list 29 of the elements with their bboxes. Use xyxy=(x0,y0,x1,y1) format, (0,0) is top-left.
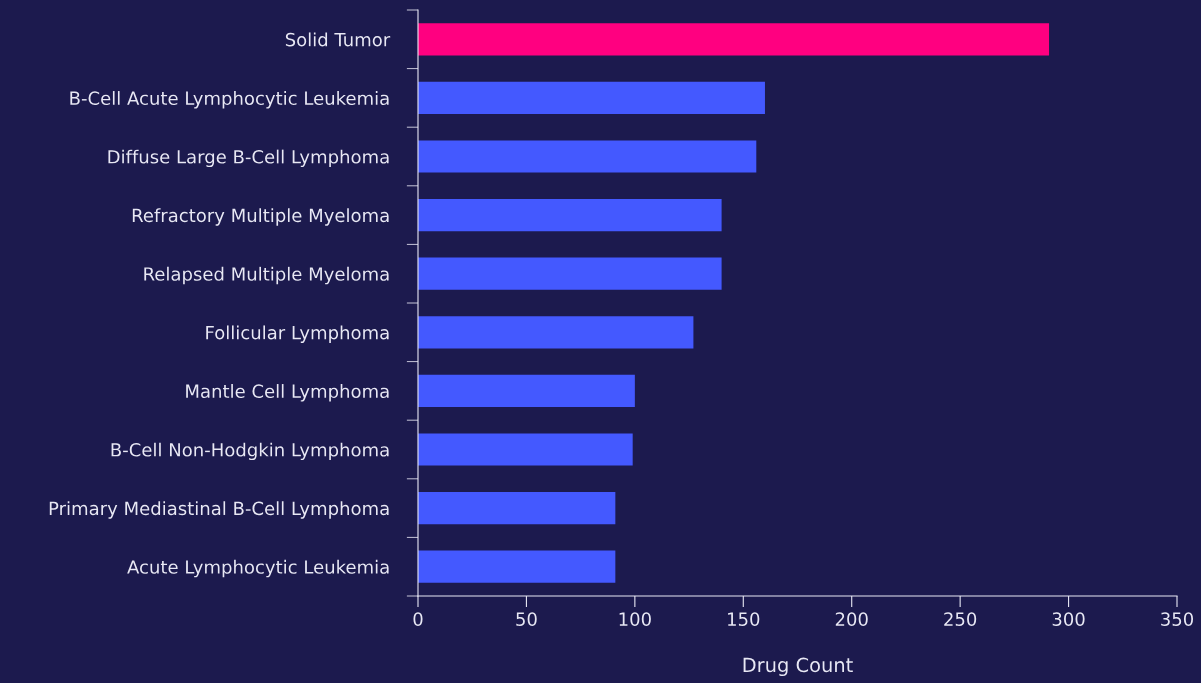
bar xyxy=(418,198,722,232)
x-tick-label: 150 xyxy=(728,612,760,626)
y-tick-label: Mantle Cell Lymphoma xyxy=(186,384,389,402)
y-tick-label: Diffuse Large B-Cell Lymphoma xyxy=(108,149,389,168)
bar xyxy=(418,257,722,290)
y-tick-label: Refractory Multiple Myeloma xyxy=(132,208,389,226)
x-tick-label: 0 xyxy=(413,612,423,626)
x-tick-label: 250 xyxy=(944,612,977,626)
x-tick-label: 350 xyxy=(1161,612,1194,626)
y-tick-label: Follicular Lymphoma xyxy=(206,325,389,343)
bar xyxy=(418,140,757,173)
x-axis-title: Drug Count xyxy=(743,657,853,677)
bar xyxy=(418,23,1050,56)
y-tick-label: B-Cell Acute Lymphocytic Leukemia xyxy=(70,91,389,109)
bar xyxy=(418,550,616,583)
bar xyxy=(418,491,616,525)
bar xyxy=(418,81,765,115)
y-tick-label: B-Cell Non-Hodgkin Lymphoma xyxy=(111,442,389,461)
x-tick-label: 50 xyxy=(516,612,537,626)
x-tick-label: 200 xyxy=(835,612,868,626)
y-tick-label: Primary Mediastinal B-Cell Lymphoma xyxy=(49,501,389,519)
y-tick-label: Solid Tumor xyxy=(285,32,391,47)
x-tick-label: 300 xyxy=(1052,612,1085,626)
y-tick-label: Relapsed Multiple Myeloma xyxy=(144,266,389,285)
y-tick-label: Acute Lymphocytic Leukemia xyxy=(127,559,389,578)
bar xyxy=(418,433,633,466)
x-tick-label: 100 xyxy=(619,612,651,626)
bar xyxy=(418,316,694,349)
bar xyxy=(418,374,635,408)
